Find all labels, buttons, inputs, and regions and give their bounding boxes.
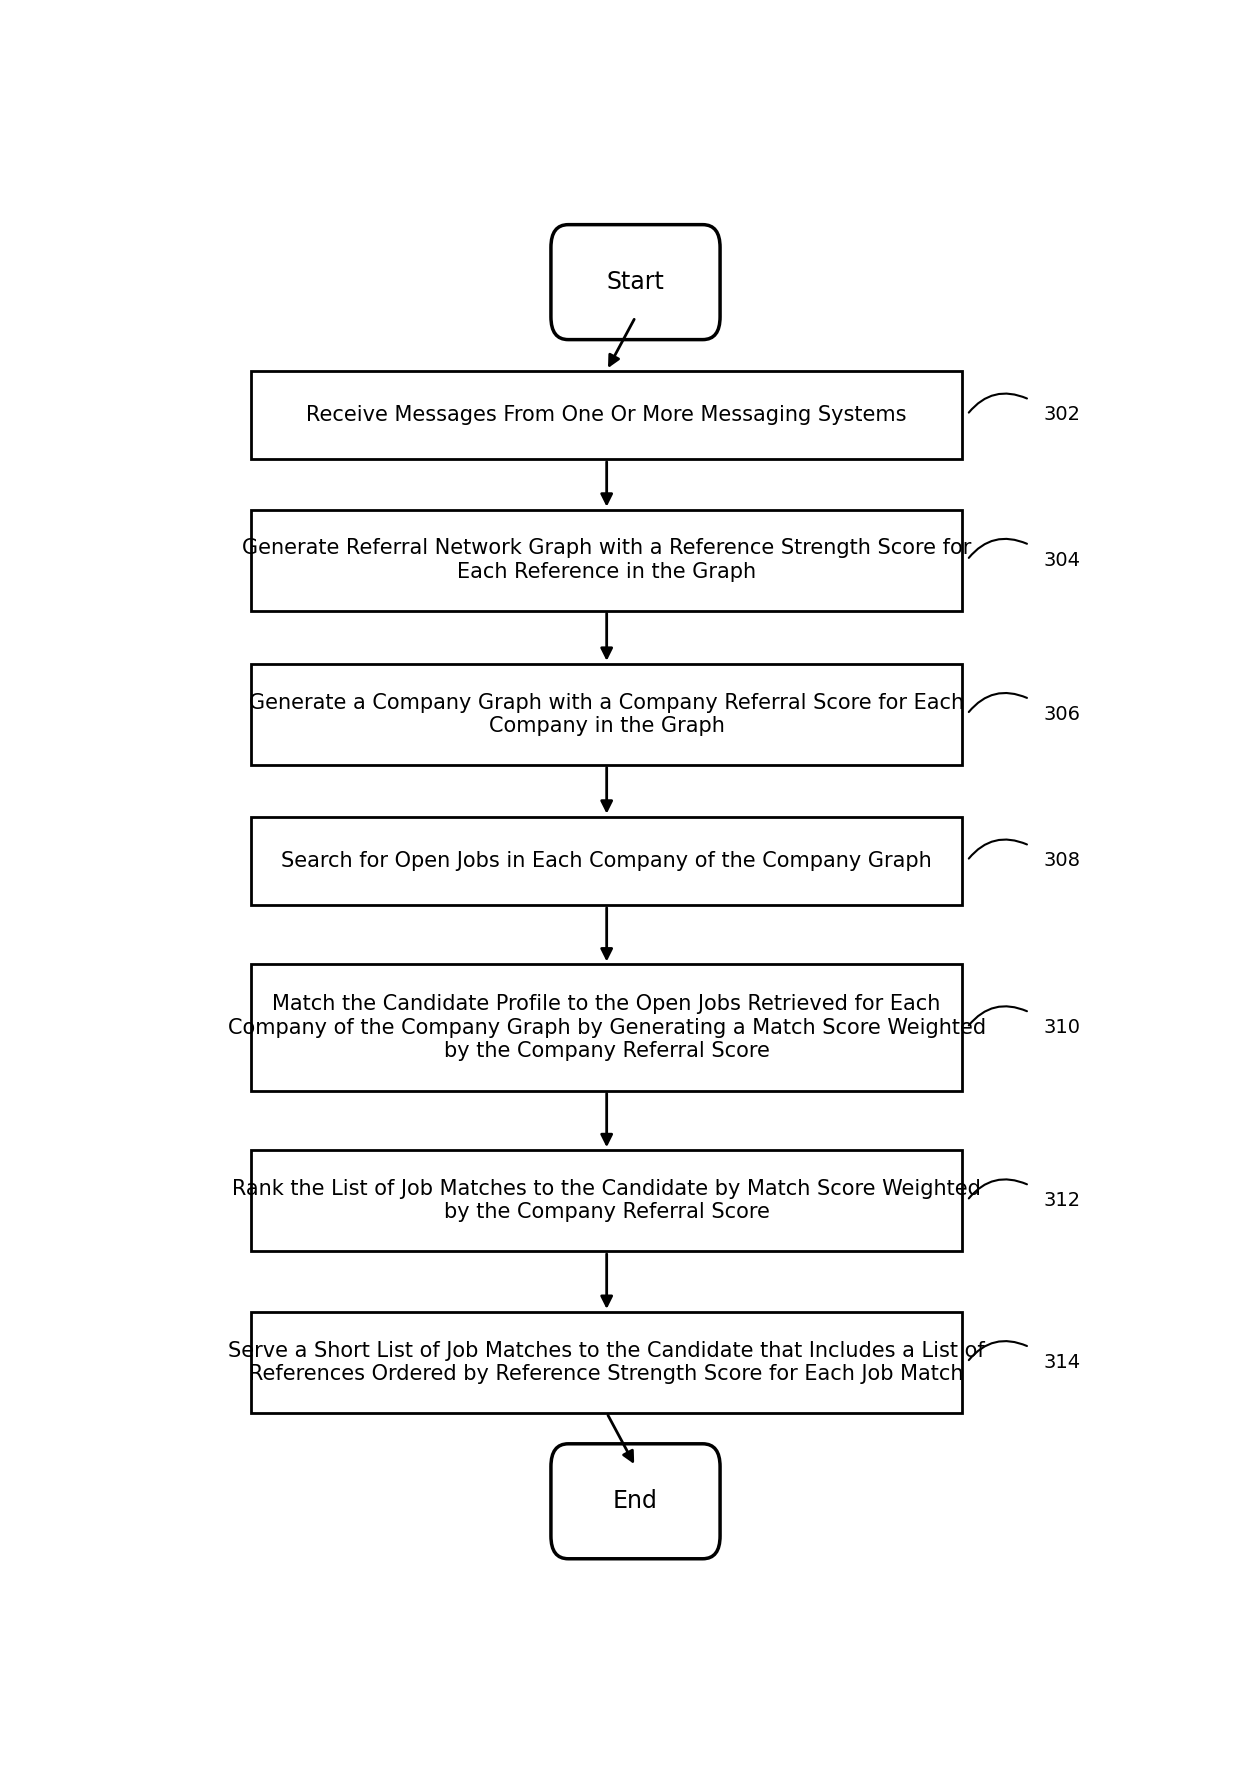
Text: Rank the List of Job Matches to the Candidate by Match Score Weighted
by the Com: Rank the List of Job Matches to the Cand… [232,1178,981,1223]
Text: 306: 306 [1044,705,1081,723]
FancyBboxPatch shape [250,817,962,905]
Text: 312: 312 [1044,1191,1081,1210]
FancyBboxPatch shape [250,664,962,766]
FancyBboxPatch shape [250,510,962,611]
Text: 302: 302 [1044,406,1081,424]
Text: Generate Referral Network Graph with a Reference Strength Score for
Each Referen: Generate Referral Network Graph with a R… [242,539,971,581]
Text: Start: Start [606,269,665,294]
FancyBboxPatch shape [551,1444,720,1559]
Text: Receive Messages From One Or More Messaging Systems: Receive Messages From One Or More Messag… [306,404,906,425]
FancyBboxPatch shape [250,370,962,459]
FancyBboxPatch shape [250,1150,962,1251]
Text: 308: 308 [1044,851,1081,870]
Text: Serve a Short List of Job Matches to the Candidate that Includes a List of
Refer: Serve a Short List of Job Matches to the… [228,1341,985,1384]
Text: Generate a Company Graph with a Company Referral Score for Each
Company in the G: Generate a Company Graph with a Company … [249,693,965,735]
Text: 314: 314 [1044,1352,1081,1372]
FancyBboxPatch shape [250,964,962,1092]
Text: Search for Open Jobs in Each Company of the Company Graph: Search for Open Jobs in Each Company of … [281,851,932,870]
FancyBboxPatch shape [250,1311,962,1412]
Text: 310: 310 [1044,1017,1081,1037]
Text: Match the Candidate Profile to the Open Jobs Retrieved for Each
Company of the C: Match the Candidate Profile to the Open … [228,994,986,1061]
Text: End: End [613,1488,658,1513]
FancyBboxPatch shape [551,225,720,340]
Text: 304: 304 [1044,551,1081,569]
